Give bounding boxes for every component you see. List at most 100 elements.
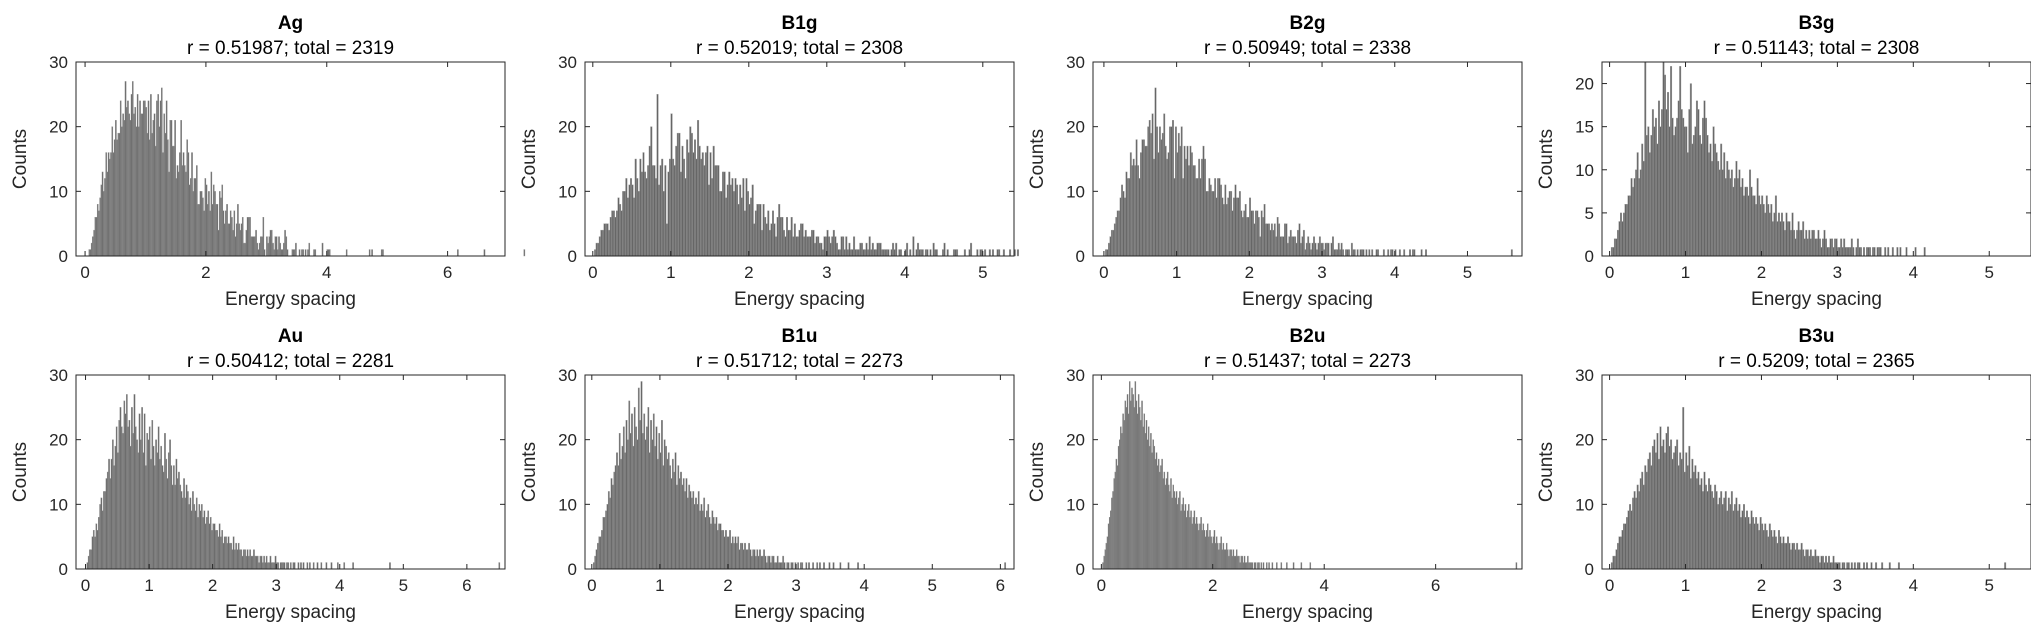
histogram-bar bbox=[1809, 238, 1812, 257]
x-tick-label: 4 bbox=[322, 263, 331, 282]
histogram-bar bbox=[297, 562, 300, 570]
histogram-bar bbox=[1621, 221, 1624, 257]
histogram-bar bbox=[1201, 158, 1203, 257]
histogram-bar bbox=[1780, 212, 1783, 257]
histogram-bar bbox=[1747, 195, 1750, 257]
histogram-bar bbox=[1694, 465, 1697, 570]
histogram-bar bbox=[1282, 236, 1285, 257]
y-tick-label: 10 bbox=[1066, 182, 1085, 201]
histogram-bar bbox=[723, 171, 726, 257]
histogram-bar bbox=[1630, 178, 1633, 257]
histogram-bar bbox=[98, 517, 100, 570]
histogram-bar bbox=[1382, 249, 1385, 257]
histogram-bar bbox=[1844, 247, 1847, 257]
histogram-bar bbox=[1746, 510, 1748, 570]
histogram-bar bbox=[612, 210, 615, 257]
histogram-bar bbox=[1314, 242, 1317, 257]
histogram-bar bbox=[1653, 126, 1656, 257]
histogram-bar bbox=[1724, 491, 1727, 570]
histogram-bar bbox=[764, 216, 767, 257]
histogram-bar bbox=[1362, 249, 1365, 257]
histogram-bar bbox=[1193, 165, 1196, 257]
histogram-bar bbox=[741, 542, 744, 570]
histogram-bar bbox=[1128, 178, 1131, 257]
histogram-bar bbox=[665, 223, 668, 257]
histogram-bar bbox=[1644, 61, 1647, 257]
histogram-bar bbox=[1179, 145, 1182, 257]
histogram-bar bbox=[676, 484, 678, 570]
histogram-bar bbox=[1183, 145, 1186, 257]
histogram-bar bbox=[1244, 204, 1247, 257]
axes-box bbox=[75, 374, 506, 570]
histogram-bar bbox=[1196, 178, 1199, 257]
histogram-bar bbox=[1659, 426, 1662, 570]
histogram-bar bbox=[1620, 212, 1622, 257]
histogram-bar bbox=[815, 236, 818, 257]
histogram-bar bbox=[1726, 510, 1729, 570]
histogram-bar bbox=[1682, 117, 1685, 257]
histogram-bar bbox=[714, 165, 717, 257]
histogram-bar bbox=[1862, 247, 1865, 257]
histogram-bar bbox=[1855, 247, 1858, 257]
histogram-bar bbox=[212, 523, 215, 570]
x-axis-label: Energy spacing bbox=[225, 602, 356, 623]
histogram-bar bbox=[606, 504, 609, 570]
histogram-bar bbox=[659, 165, 662, 257]
histogram-bar bbox=[316, 562, 319, 570]
histogram-bar bbox=[745, 178, 748, 257]
histogram-bar bbox=[934, 249, 937, 257]
histogram-bar bbox=[752, 549, 755, 570]
histogram-bar bbox=[672, 158, 675, 257]
histogram-bar bbox=[1791, 212, 1794, 257]
histogram-bar bbox=[1298, 223, 1301, 257]
histogram-bar bbox=[281, 562, 283, 570]
histogram-bar bbox=[755, 555, 757, 570]
histogram-bar bbox=[644, 439, 647, 570]
histogram-bar bbox=[1761, 523, 1764, 570]
histogram-bar bbox=[1708, 478, 1711, 570]
histogram-bar bbox=[801, 562, 804, 570]
histogram-bar bbox=[800, 223, 803, 257]
histogram-bar bbox=[1838, 247, 1841, 257]
histogram-bar bbox=[1105, 249, 1108, 257]
histogram-bar bbox=[1657, 458, 1660, 570]
histogram-bar bbox=[1269, 229, 1272, 257]
histogram-bar bbox=[709, 152, 712, 257]
histogram-bar bbox=[1302, 229, 1305, 257]
histogram-bar bbox=[1121, 184, 1124, 257]
histogram-bar bbox=[302, 249, 304, 257]
histogram-bar bbox=[1811, 229, 1814, 257]
histogram-bar bbox=[644, 171, 647, 257]
histogram-bar bbox=[757, 555, 760, 570]
x-tick-label: 3 bbox=[271, 576, 280, 595]
histogram-bar bbox=[1206, 191, 1209, 257]
histogram-bar bbox=[1703, 471, 1706, 570]
histogram-bar bbox=[1141, 139, 1144, 257]
histogram-bar bbox=[763, 549, 765, 570]
histogram-bar bbox=[812, 229, 815, 257]
histogram-bar bbox=[1661, 445, 1663, 570]
histogram-bar bbox=[1677, 100, 1680, 257]
histogram-bar bbox=[683, 158, 686, 257]
histogram-bar bbox=[695, 497, 697, 570]
histogram-bar bbox=[1665, 433, 1668, 570]
histogram-bar bbox=[835, 242, 838, 257]
histogram-bar bbox=[1641, 471, 1644, 570]
histogram-bar bbox=[885, 249, 888, 257]
histogram-bar bbox=[704, 152, 707, 257]
histogram-bar bbox=[1371, 249, 1374, 257]
x-tick-label: 0 bbox=[587, 576, 596, 595]
histogram-bar bbox=[1129, 152, 1132, 257]
y-axis-label: Counts bbox=[1027, 442, 1048, 502]
histogram-bar bbox=[1657, 100, 1660, 257]
histogram-bar bbox=[1677, 465, 1680, 570]
histogram-bar bbox=[1753, 523, 1756, 570]
histogram-bar bbox=[1425, 249, 1427, 257]
histogram-bar bbox=[1616, 542, 1619, 570]
histogram-bar bbox=[1212, 191, 1215, 257]
histogram-bar bbox=[1826, 562, 1829, 570]
histogram-bar bbox=[1227, 197, 1230, 257]
histogram-bar bbox=[807, 236, 810, 257]
histogram-bar bbox=[626, 197, 629, 257]
